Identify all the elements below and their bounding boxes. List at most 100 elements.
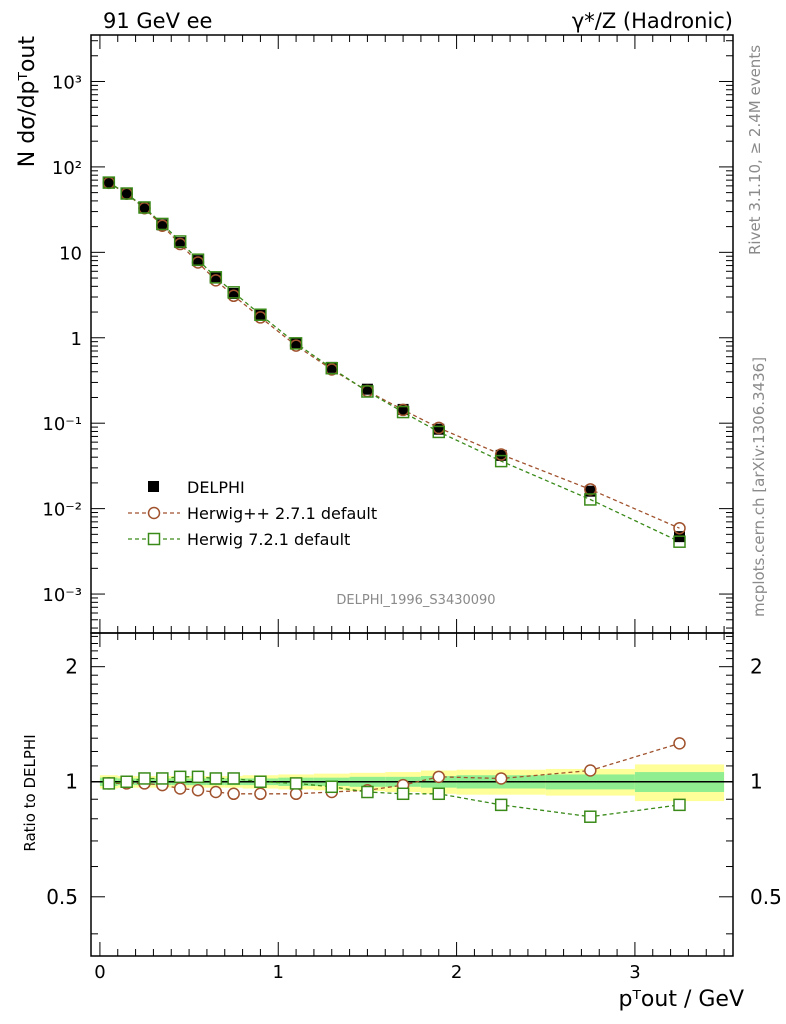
ratio-y-tick-label-right: 2	[750, 655, 763, 679]
herwig7-ratio-point	[156, 772, 169, 785]
delphi-point	[290, 337, 302, 349]
legend-herwigpp-label: Herwig++ 2.7.1 default	[187, 504, 377, 523]
herwig7-point	[138, 201, 151, 214]
herwigpp-line	[108, 182, 680, 529]
ratio-y-tick-label: 0.5	[46, 885, 78, 909]
main-y-tick-label: 10⁻¹	[42, 414, 82, 435]
ratio-y-tick-label: 2	[65, 655, 78, 679]
herwig7-ratio-point	[325, 780, 338, 794]
x-tick-label: 1	[273, 962, 284, 983]
herwigpp-ratio-point	[494, 772, 508, 785]
herwig7-ratio-point	[120, 775, 133, 788]
delphi-point	[433, 423, 445, 435]
mcplots-label: mcplots.cern.ch [arXiv:1306.3436]	[750, 357, 768, 617]
herwigpp-ratio-point	[289, 787, 303, 801]
herwig7-ratio-point	[396, 787, 410, 801]
herwig7-point	[673, 535, 686, 548]
main-y-tick-label: 10⁻²	[42, 500, 82, 521]
ratio-frame	[90, 632, 734, 957]
main-y-tick-label: 1	[71, 329, 82, 350]
herwig7-point	[102, 176, 116, 189]
herwigpp-ratio-point	[209, 785, 223, 799]
herwig7-ratio-point	[209, 772, 223, 785]
delphi-point	[210, 272, 222, 284]
main-y-tick-label: 10	[59, 243, 82, 264]
herwig7-ratio-point	[361, 785, 374, 799]
legend: DELPHI Herwig++ 2.7.1 default Herwig 7.2…	[128, 478, 377, 549]
delphi-point	[326, 361, 338, 373]
herwigpp-point	[673, 521, 686, 535]
axes-frames	[90, 34, 734, 957]
main-y-tick-label: 10⁻³	[42, 585, 82, 606]
herwigpp-ratio-point	[173, 782, 187, 795]
data-marks	[102, 176, 686, 823]
header-left: 91 GeV ee	[103, 9, 212, 33]
legend-herwig7-marker	[147, 532, 161, 546]
delphi-point	[254, 309, 266, 321]
ratio-ylabel: Ratio to DELPHI	[21, 734, 39, 851]
herwigpp-ratio-point	[191, 784, 205, 797]
herwig7-ratio-point	[494, 798, 508, 812]
herwigpp-point	[584, 483, 597, 496]
herwig7-ratio-point	[673, 798, 686, 812]
delphi-point	[397, 403, 409, 415]
herwig7-ratio-point	[102, 777, 116, 790]
herwig7-point	[584, 493, 597, 506]
herwigpp-ratio-point	[673, 737, 686, 750]
delphi-point	[174, 237, 186, 249]
herwig7-point	[325, 361, 338, 375]
ratio-y-tick-label-right: 0.5	[750, 885, 782, 909]
herwig7-ratio-point	[289, 777, 303, 790]
delphi-point	[156, 219, 168, 231]
herwigpp-ratio-point	[584, 764, 597, 777]
herwigpp-point	[494, 448, 508, 461]
delphi-point	[584, 485, 596, 497]
main-y-tick-label: 10²	[52, 158, 82, 179]
ratio-y-tick-label-right: 1	[750, 770, 763, 794]
x-tick-label: 2	[451, 962, 462, 983]
herwig7-point	[494, 454, 508, 468]
legend-herwig7-label: Herwig 7.2.1 default	[187, 530, 350, 549]
legend-herwigpp-marker	[147, 506, 161, 520]
herwig7-point	[289, 337, 303, 350]
delphi-point	[361, 383, 373, 395]
herwig7-ratio-point	[254, 775, 267, 788]
herwigpp-ratio-point	[254, 787, 267, 801]
herwigpp-ratio-point	[227, 787, 240, 801]
herwig7-ratio-point	[584, 810, 597, 823]
delphi-point	[139, 202, 150, 214]
herwig7-ratio-line	[108, 776, 680, 818]
herwig7-ratio-point	[227, 772, 240, 785]
x-tick-label: 3	[629, 962, 640, 983]
delphi-point	[103, 176, 115, 188]
herwig7-point	[191, 253, 205, 266]
x-tick-label: 0	[94, 962, 105, 983]
herwigpp-ratio-point	[432, 770, 445, 784]
ratio-y-tick-label: 1	[65, 770, 78, 794]
herwig7-ratio-point	[191, 770, 205, 784]
main-ylabel: N dσ/dpᵀout	[15, 36, 40, 168]
herwig7-point	[361, 385, 374, 398]
herwigpp-ratio-line	[108, 742, 680, 795]
legend-data-label: DELPHI	[187, 478, 245, 497]
analysis-id: DELPHI_1996_S3430090	[336, 593, 495, 608]
herwig7-point	[209, 271, 223, 284]
rivet-label: Rivet 3.1.10, ≥ 2.4M events	[746, 45, 764, 255]
herwig7-ratio-point	[432, 787, 445, 801]
herwig7-point	[432, 425, 445, 439]
herwig7-point	[227, 286, 240, 299]
legend-data-marker	[148, 481, 159, 492]
herwig7-point	[254, 308, 267, 321]
herwig7-point	[396, 405, 410, 419]
herwig7-ratio-point	[138, 772, 151, 785]
herwig7-ratio-point	[173, 770, 187, 784]
main-y-tick-label: 10³	[52, 72, 82, 93]
delphi-point	[192, 255, 204, 267]
herwig7-point	[120, 187, 133, 200]
delphi-point	[228, 287, 240, 299]
axis-ticks: 0 1 2 3 10⁻³ 10⁻² 10⁻¹ 1 10 10² 10³ 0.5 0.5 1 1 2 2	[42, 35, 782, 983]
herwig7-point	[156, 217, 169, 231]
herwig7-point	[173, 235, 187, 248]
xlabel: pᵀout / GeV	[619, 987, 745, 1012]
